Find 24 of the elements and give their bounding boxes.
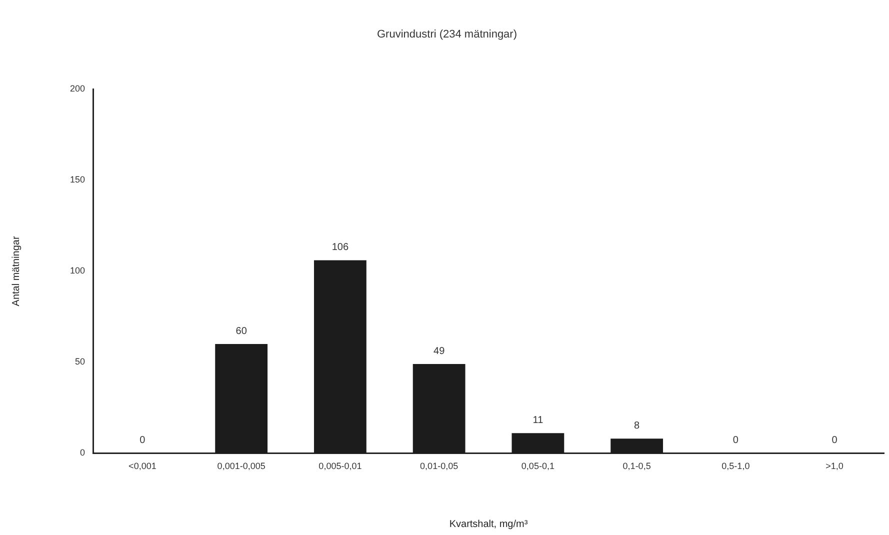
data-label: 49: [434, 346, 446, 357]
x-tick-label: <0,001: [128, 461, 156, 472]
x-tick-label: 0,01-0,05: [420, 461, 458, 472]
data-label: 0: [832, 434, 838, 446]
x-tick-label: 0,05-0,1: [521, 461, 554, 472]
chart-title: Gruvindustri (234 mätningar): [376, 28, 518, 41]
data-label: 0: [732, 434, 739, 446]
y-tick-label: 100: [70, 266, 86, 276]
data-label: 106: [332, 242, 349, 254]
data-label: 60: [236, 326, 248, 337]
y-tick-label: 150: [70, 174, 86, 185]
x-tick-label: 0,5-1,0: [722, 461, 750, 472]
x-tick-label: 0,001-0,005: [217, 461, 266, 472]
y-axis-title: Antal mätningar: [10, 236, 22, 306]
y-tick-label: 50: [75, 356, 86, 367]
data-label: 11: [532, 414, 544, 426]
y-tick-label: 0: [80, 448, 86, 458]
x-axis-title: Kvartshalt, mg/m³: [449, 518, 528, 530]
x-tick-label: >1,0: [826, 461, 844, 472]
x-tick-label: 0,005-0,01: [318, 461, 362, 472]
data-label: 8: [634, 420, 640, 432]
y-tick-label: 200: [70, 84, 86, 94]
x-tick-label: 0,1-0,5: [622, 461, 651, 472]
data-label: 0: [140, 434, 146, 446]
